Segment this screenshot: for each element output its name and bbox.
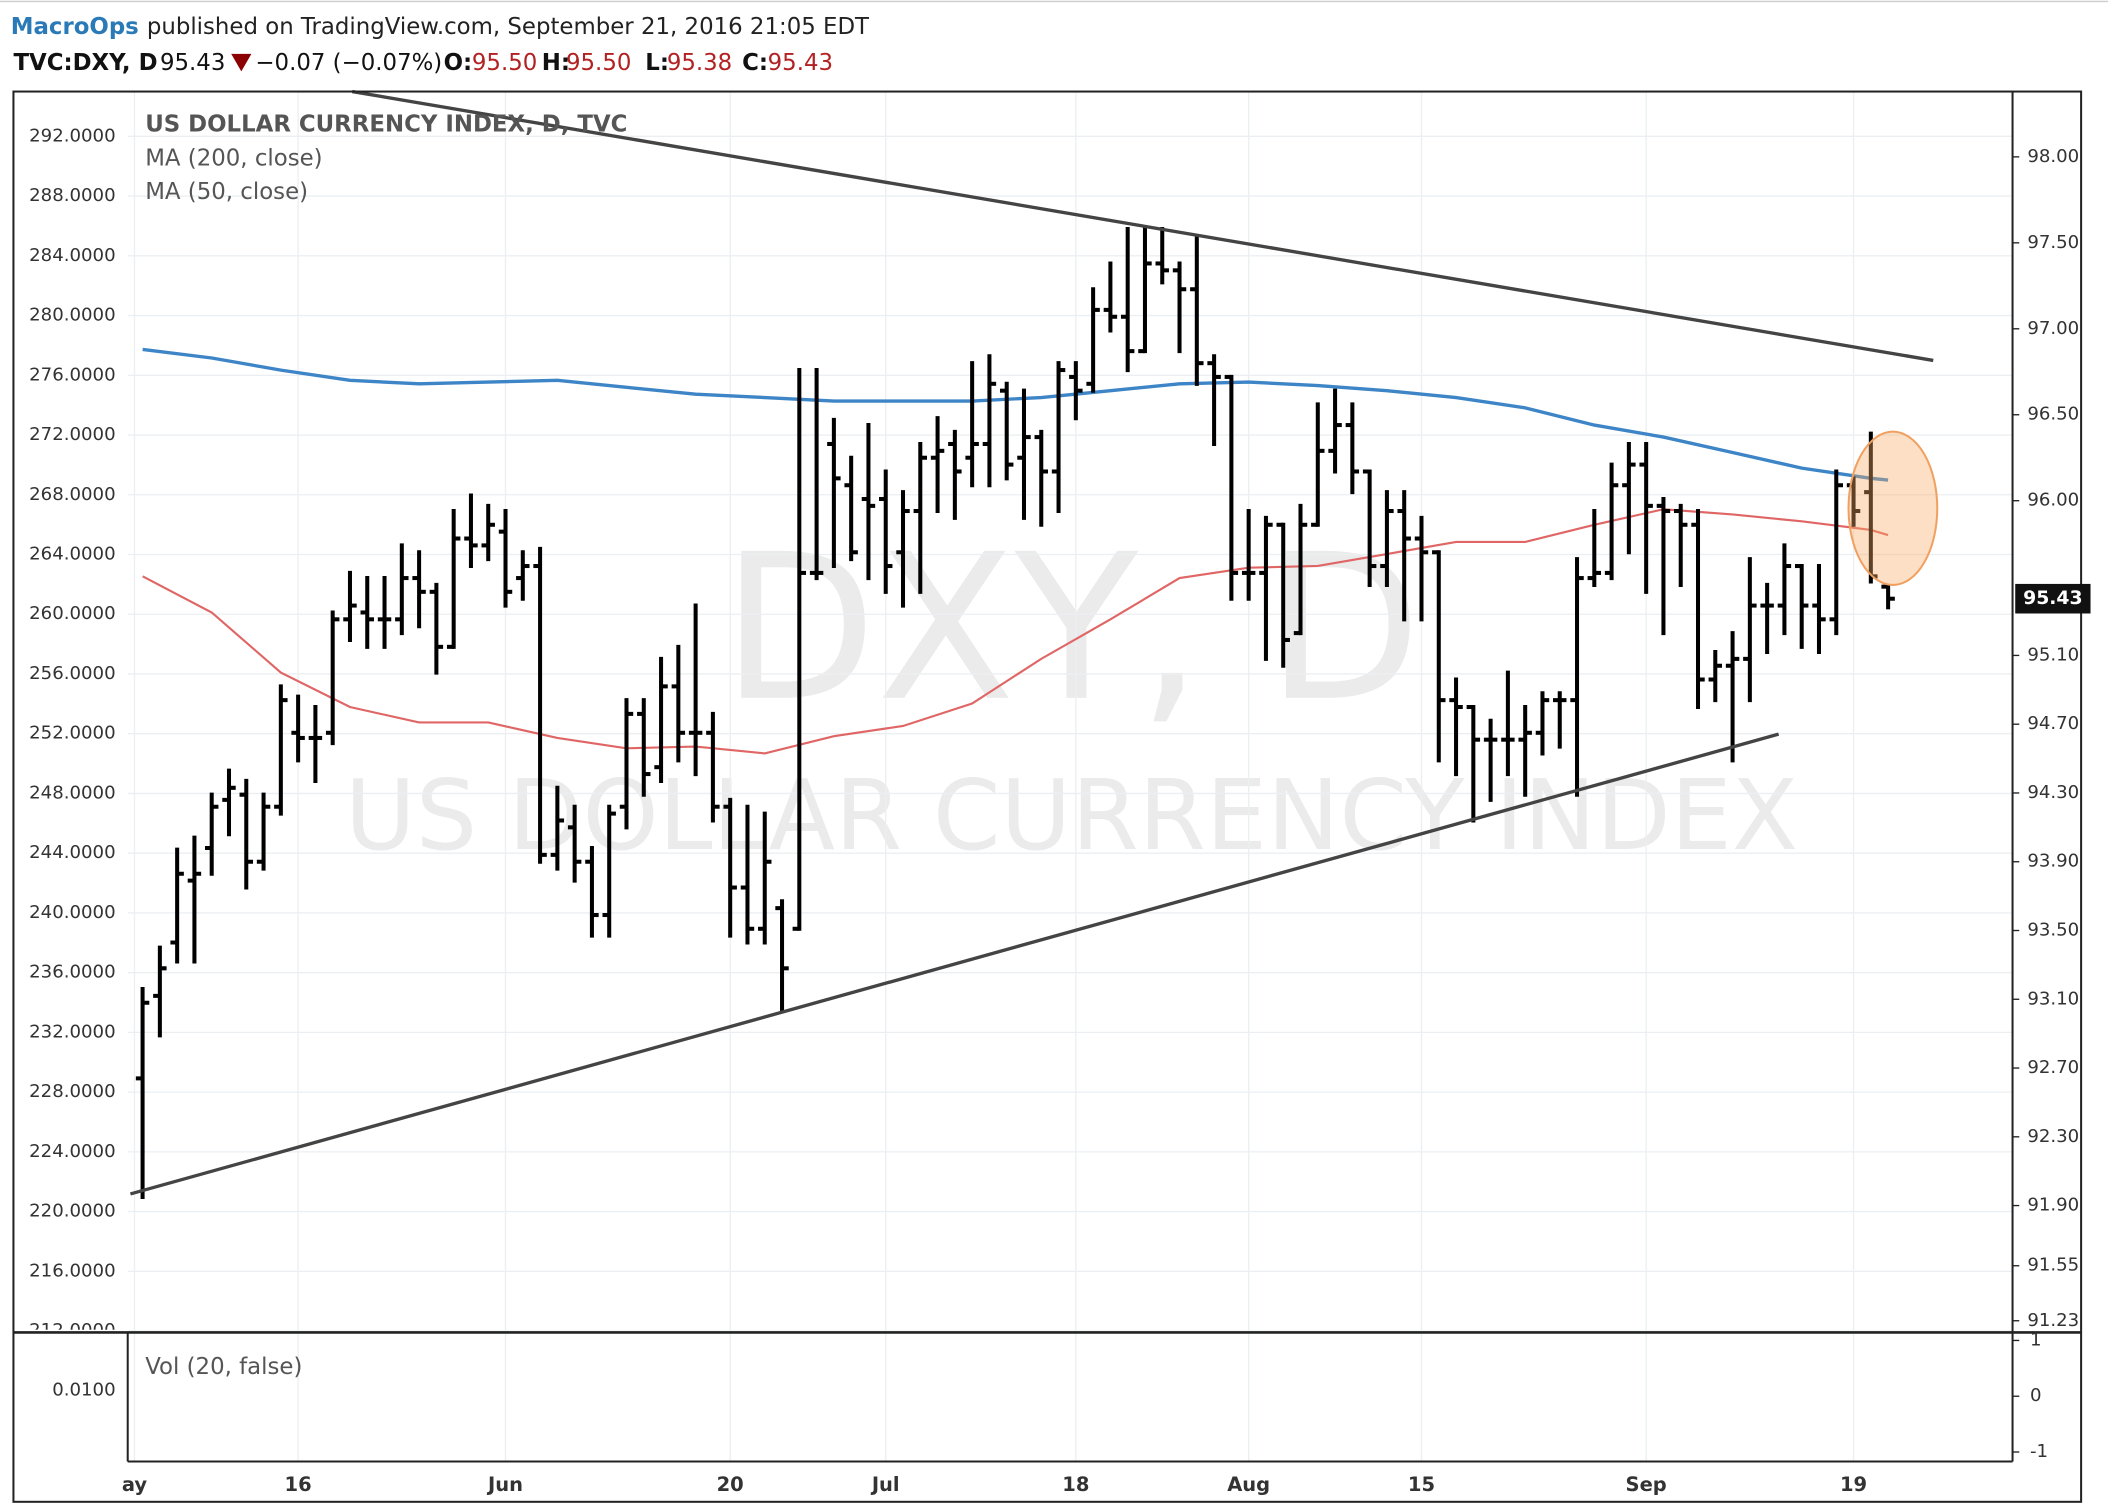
legend-title: US DOLLAR CURRENCY INDEX, D, TVC — [145, 112, 627, 138]
y-tick-label: 240.0000 — [29, 902, 115, 923]
x-tick-label: 18 — [1062, 1473, 1089, 1496]
drawings — [129, 89, 1939, 1196]
low-value: 95.38 — [667, 50, 732, 76]
y2-tick-label: 91.55 — [2027, 1255, 2079, 1276]
y-tick-label: 288.0000 — [29, 185, 115, 206]
open-value: 95.50 — [472, 50, 537, 76]
change: −0.07 (−0.07%) — [255, 50, 442, 76]
x-tick-label: 20 — [717, 1473, 744, 1496]
y-tick-label: 248.0000 — [29, 782, 115, 803]
y-tick-label: 252.0000 — [29, 723, 115, 744]
x-tick-label: ay — [122, 1473, 148, 1496]
high-label: H: — [542, 50, 570, 76]
x-tick-label: Aug — [1227, 1473, 1270, 1496]
y2-tick-label: 93.10 — [2027, 988, 2079, 1009]
legend-ma50[interactable]: MA (50, close) — [145, 179, 308, 205]
y2-tick-label: 92.70 — [2027, 1057, 2079, 1078]
y-tick-label: 280.0000 — [29, 305, 115, 326]
y-tick-label: 276.0000 — [29, 364, 115, 385]
down-arrow — [231, 53, 252, 72]
published: published on TradingView.com, September … — [147, 14, 870, 40]
y2-tick-label: 97.00 — [2027, 318, 2079, 339]
y2-tick-label: 94.30 — [2027, 782, 2079, 803]
y-tick-label: 260.0000 — [29, 603, 115, 624]
outer-frame — [12, 90, 2083, 1503]
y-tick-label: 256.0000 — [29, 663, 115, 684]
grid — [127, 91, 2013, 1462]
labels: US DOLLAR CURRENCY INDEX, D, TVC MA (200… — [52, 112, 2091, 1496]
volume-y2-tick-label: 0 — [2030, 1385, 2042, 1406]
resistance-trendline — [351, 89, 1934, 363]
y2-tick-label: 92.30 — [2027, 1126, 2079, 1147]
x-tick-label: Jul — [870, 1473, 900, 1496]
x-tick-label: Sep — [1626, 1473, 1667, 1496]
volume-legend[interactable]: Vol (20, false) — [145, 1354, 302, 1380]
y2-tick-label: 96.00 — [2027, 490, 2079, 511]
y2-tick-label: 91.90 — [2027, 1195, 2079, 1216]
y-tick-label: 224.0000 — [29, 1141, 115, 1162]
y-tick-label: 244.0000 — [29, 842, 115, 863]
header-line: MacroOps published on TradingView.com, Se… — [11, 14, 870, 40]
y-tick-label: 284.0000 — [29, 245, 115, 266]
y-tick-label: 228.0000 — [29, 1081, 115, 1102]
watermark-symbol: DXY, D — [721, 511, 1421, 746]
y2-tick-label: 94.70 — [2027, 713, 2079, 734]
y-tick-label: 292.0000 — [29, 125, 115, 146]
close-value: 95.43 — [768, 50, 833, 76]
y-tick-label: 212.0000 — [29, 1320, 115, 1341]
low-label: L: — [645, 50, 669, 76]
ma-line — [142, 508, 1889, 755]
volume-y2-tick-label: -1 — [2030, 1441, 2048, 1462]
y2-tick-label: 93.50 — [2027, 920, 2079, 941]
price: 95.43 — [160, 50, 225, 76]
left-axis-labels: 292.0000 288.0000 284.0000 280.0000 276.0000… — [29, 125, 115, 1341]
support-trendline — [129, 732, 1780, 1196]
y2-tick-label: 98.00 — [2027, 146, 2079, 167]
y2-tick-label: 96.50 — [2027, 404, 2079, 425]
y-tick-label: 220.0000 — [29, 1201, 115, 1222]
symbol: TVC:DXY, D — [13, 50, 157, 76]
y-tick-label: 272.0000 — [29, 424, 115, 445]
open-label: O: — [444, 50, 473, 76]
y-tick-label: 216.0000 — [29, 1260, 115, 1281]
volume-y2-tick-label: 1 — [2030, 1329, 2042, 1350]
y-tick-label: 268.0000 — [29, 484, 115, 505]
ma-line — [142, 347, 1889, 482]
last-price-label: 95.43 — [2023, 588, 2083, 609]
x-tick-label: Jun — [486, 1473, 523, 1496]
plot-marks — [135, 227, 1895, 1199]
legend-ma200[interactable]: MA (200, close) — [145, 145, 322, 171]
axes — [12, 90, 2083, 1503]
y-tick-label: 264.0000 — [29, 543, 115, 564]
y-tick-label: 232.0000 — [29, 1021, 115, 1042]
y2-tick-label: 91.23 — [2027, 1310, 2079, 1331]
highlight-ellipse — [1847, 430, 1939, 586]
y2-tick-label: 93.90 — [2027, 851, 2079, 872]
y2-tick-label: 95.10 — [2027, 644, 2079, 665]
y-tick-label: 236.0000 — [29, 962, 115, 983]
y2-tick-label: 97.50 — [2027, 232, 2079, 253]
x-tick-label: 15 — [1408, 1473, 1435, 1496]
volume-y-tick-label: 0.0100 — [52, 1380, 115, 1401]
high-value: 95.50 — [566, 50, 631, 76]
x-tick-label: 16 — [285, 1473, 312, 1496]
header: MacroOps published on TradingView.com, Se… — [11, 14, 870, 76]
last-price-tag — [2015, 583, 2091, 614]
x-tick-label: 19 — [1840, 1473, 1867, 1496]
watermark-name: US DOLLAR CURRENCY INDEX — [345, 759, 1798, 872]
author[interactable]: MacroOps — [11, 14, 139, 40]
close-label: C: — [742, 50, 768, 76]
